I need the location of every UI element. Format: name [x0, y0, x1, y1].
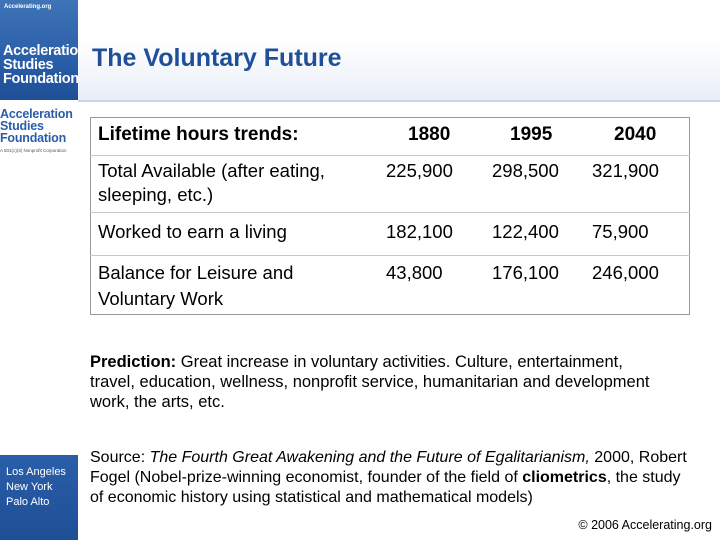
foundation-logo: Acceleration Studies Foundation: [3, 43, 87, 87]
prediction-paragraph: Prediction: Great increase in voluntary …: [90, 352, 650, 412]
sidebar: Accelerating.org Acceleration Studies Fo…: [0, 0, 87, 540]
title-band: [78, 0, 720, 100]
org-name: Acceleration Studies Foundation: [0, 107, 73, 145]
table-cell-1995: 122,400: [492, 221, 559, 242]
org-subtitle: A 501(c)(3) Nonprofit Corporation: [0, 148, 67, 153]
prediction-label: Prediction:: [90, 353, 177, 371]
prediction-text: Great increase in voluntary activities. …: [90, 353, 650, 411]
sidebar-banner: [0, 0, 78, 100]
table-cell-1995: 176,100: [492, 262, 559, 283]
table-row-label: Total Available (after eating,: [98, 160, 325, 181]
org-line: Acceleration: [0, 107, 73, 121]
table-row-label: Voluntary Work: [98, 288, 224, 309]
table-header-1880: 1880: [408, 124, 451, 145]
city-item: New York: [6, 481, 53, 493]
table-cell-2040: 246,000: [592, 262, 659, 283]
table-row-label: Worked to earn a living: [98, 221, 287, 242]
table-row-label: sleeping, etc.): [98, 184, 214, 205]
sidebar-footer: [0, 455, 78, 540]
hours-table: [90, 117, 690, 315]
table-row-divider: [90, 255, 690, 256]
table-cell-1880: 225,900: [386, 160, 453, 181]
table-cell-2040: 75,900: [592, 221, 649, 242]
logo-line: Acceleration: [3, 43, 87, 59]
table-cell-1880: 43,800: [386, 262, 443, 283]
source-middle: 2000, Robert Fogel (Nobel-prize-winning …: [90, 449, 687, 486]
table-header-2040: 2040: [614, 124, 657, 145]
city-item: Palo Alto: [6, 496, 50, 508]
table-cell-1995: 298,500: [492, 160, 559, 181]
table-header-1995: 1995: [510, 124, 553, 145]
logo-line: Studies: [3, 57, 54, 73]
slide-title: The Voluntary Future: [92, 44, 342, 72]
table-row-divider: [90, 155, 690, 156]
logo-line: Foundation: [3, 71, 79, 87]
copyright-notice: © 2006 Accelerating.org: [578, 518, 712, 532]
title-divider: [78, 100, 720, 102]
org-line: Studies: [0, 119, 44, 133]
table-header-label: Lifetime hours trends:: [98, 124, 299, 145]
source-prefix: Source:: [90, 449, 150, 466]
table-cell-1880: 182,100: [386, 221, 453, 242]
city-list: Los Angeles New York Palo Alto: [6, 465, 66, 510]
source-suffix: , the study of economic history using st…: [90, 469, 681, 506]
table-row-divider: [90, 212, 690, 213]
table-row-label: Balance for Leisure and: [98, 262, 294, 283]
org-line: Foundation: [0, 131, 67, 145]
source-term: cliometrics: [522, 469, 607, 486]
source-paragraph: Source: The Fourth Great Awakening and t…: [90, 448, 690, 508]
city-item: Los Angeles: [6, 466, 66, 478]
source-book-title: The Fourth Great Awakening and the Futur…: [149, 449, 590, 466]
site-url: Accelerating.org: [4, 4, 52, 10]
table-cell-2040: 321,900: [592, 160, 659, 181]
